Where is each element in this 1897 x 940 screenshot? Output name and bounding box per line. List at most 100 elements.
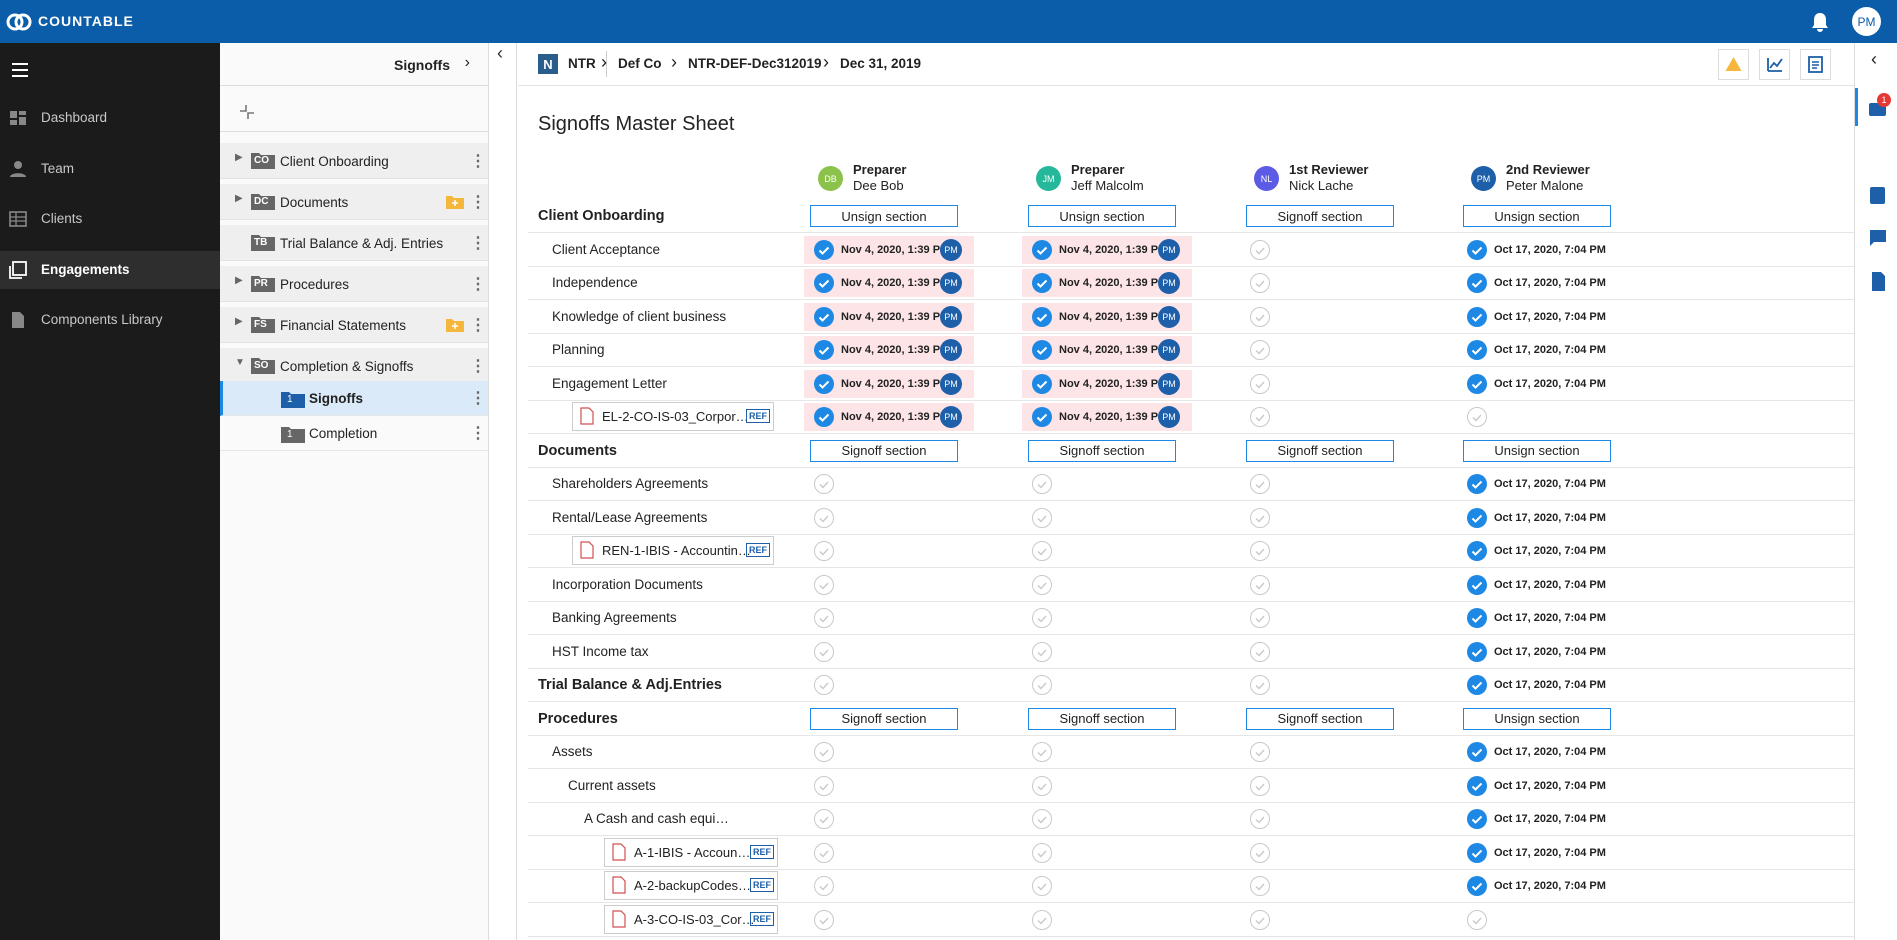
signed-check[interactable] — [1031, 306, 1053, 333]
breadcrumb-item[interactable]: NTR — [568, 56, 596, 71]
breadcrumb-item[interactable]: Def Co — [618, 56, 662, 71]
warning-button[interactable] — [1718, 49, 1749, 80]
unsigned-check[interactable] — [1249, 574, 1271, 601]
tree-child-row[interactable] — [220, 416, 488, 451]
unsigned-check[interactable] — [1031, 540, 1053, 567]
unsigned-check[interactable] — [813, 473, 835, 500]
file-name[interactable]: EL-2-CO-IS-03_Corpor… — [602, 409, 749, 424]
breadcrumb-item[interactable]: Dec 31, 2019 — [840, 56, 922, 71]
signed-check[interactable] — [1466, 373, 1488, 400]
unsigned-check[interactable] — [813, 875, 835, 902]
section-button[interactable]: Signoff section — [1246, 205, 1394, 227]
breadcrumb-item[interactable]: NTR-DEF-Dec312019 — [688, 56, 822, 71]
menu-icon[interactable] — [10, 61, 32, 79]
tree-label[interactable]: Trial Balance & Adj. Entries — [280, 236, 444, 251]
signed-check[interactable] — [1031, 239, 1053, 266]
more-menu[interactable]: ⋮ — [470, 153, 486, 170]
unsigned-check[interactable] — [1249, 741, 1271, 768]
tree-label[interactable]: Financial Statements — [280, 318, 407, 333]
file-name[interactable]: A-1-IBIS - Accoun… — [634, 844, 751, 860]
signed-check[interactable] — [1466, 306, 1488, 333]
section-button[interactable]: Unsign section — [810, 205, 958, 227]
expand-arrow[interactable]: ▼ — [235, 357, 245, 368]
unsigned-check[interactable] — [1031, 842, 1053, 869]
unsigned-check[interactable] — [1249, 507, 1271, 534]
add-folder[interactable] — [445, 317, 465, 338]
tree-label[interactable]: Procedures — [280, 277, 350, 292]
section-button[interactable]: Signoff section — [810, 707, 958, 730]
unsigned-check[interactable] — [1249, 540, 1271, 567]
section-button[interactable]: Unsign section — [1028, 205, 1176, 227]
signed-check[interactable] — [1466, 473, 1488, 500]
chart-button[interactable] — [1759, 49, 1790, 80]
signed-check[interactable] — [1466, 272, 1488, 299]
unsigned-check[interactable] — [813, 607, 835, 634]
signed-check[interactable] — [1031, 406, 1053, 433]
expand-arrow[interactable]: ▶ — [235, 193, 243, 204]
bell[interactable] — [1810, 11, 1830, 33]
unsigned-check[interactable] — [1249, 808, 1271, 835]
tree-label[interactable]: Completion & Signoffs — [280, 359, 414, 374]
chevron[interactable]: ‹ — [1871, 49, 1877, 69]
file-name[interactable]: REN-1-IBIS - Accountin… — [602, 543, 751, 558]
signed-check[interactable] — [1466, 641, 1488, 668]
unsigned-check[interactable] — [813, 842, 835, 869]
file-chip[interactable] — [604, 871, 778, 900]
nav-item[interactable]: Components Library — [41, 312, 163, 327]
unsigned-check[interactable] — [1249, 909, 1271, 936]
unsigned-check[interactable] — [1031, 909, 1053, 936]
unsigned-check[interactable] — [813, 540, 835, 567]
collapse-icon[interactable] — [238, 103, 256, 121]
nav-icon[interactable] — [8, 209, 28, 234]
unsigned-check[interactable] — [813, 808, 835, 835]
signed-check[interactable] — [1466, 775, 1488, 802]
comment-icon[interactable] — [1867, 227, 1889, 249]
unsigned-check[interactable] — [1249, 775, 1271, 802]
signed-check[interactable] — [1466, 607, 1488, 634]
signed-check[interactable] — [1031, 272, 1053, 299]
nav-item[interactable]: Dashboard — [41, 110, 108, 125]
more-menu[interactable]: ⋮ — [470, 194, 486, 211]
unsigned-check[interactable] — [1249, 272, 1271, 299]
unsigned-check[interactable] — [1031, 507, 1053, 534]
tree-label[interactable]: Documents — [280, 195, 349, 210]
unsigned-check[interactable] — [1466, 406, 1488, 433]
nav-icon[interactable] — [8, 108, 28, 133]
unsigned-check[interactable] — [1249, 641, 1271, 668]
unsigned-check[interactable] — [1031, 808, 1053, 835]
file-chip[interactable] — [572, 536, 774, 565]
file-name[interactable]: A-2-backupCodes… — [634, 878, 752, 893]
unsigned-check[interactable] — [1249, 842, 1271, 869]
file-icon[interactable] — [1867, 270, 1889, 292]
unsigned-check[interactable] — [1249, 607, 1271, 634]
unsigned-check[interactable] — [813, 741, 835, 768]
add-folder[interactable] — [445, 194, 465, 215]
nav-icon[interactable] — [8, 159, 28, 184]
more-menu[interactable]: ⋮ — [470, 425, 486, 442]
unsigned-check[interactable] — [813, 641, 835, 668]
section-button[interactable]: Unsign section — [1463, 707, 1611, 730]
more-menu[interactable]: ⋮ — [470, 390, 486, 407]
signed-check[interactable] — [1466, 741, 1488, 768]
section-button[interactable]: Signoff section — [1028, 707, 1176, 730]
tree-label[interactable]: Client Onboarding — [280, 154, 389, 169]
report-button[interactable] — [1800, 49, 1831, 80]
section-button[interactable]: Unsign section — [1463, 439, 1611, 462]
signed-check[interactable] — [1466, 808, 1488, 835]
unsigned-check[interactable] — [1031, 875, 1053, 902]
nav-item[interactable]: Team — [41, 160, 75, 176]
section-button[interactable]: Signoff section — [810, 439, 958, 462]
unsigned-check[interactable] — [813, 574, 835, 601]
section-button[interactable]: Unsign section — [1463, 205, 1611, 227]
unsigned-check[interactable] — [1249, 875, 1271, 902]
signed-check[interactable] — [1466, 674, 1488, 701]
chevron[interactable]: ‹ — [497, 43, 503, 63]
unsigned-check[interactable] — [1249, 373, 1271, 400]
expand-arrow[interactable]: ▶ — [235, 275, 243, 286]
unsigned-check[interactable] — [1031, 641, 1053, 668]
unsigned-check[interactable] — [1031, 674, 1053, 701]
signed-check[interactable] — [1466, 239, 1488, 266]
signed-check[interactable] — [1466, 339, 1488, 366]
signed-check[interactable] — [1466, 574, 1488, 601]
signed-check[interactable] — [1466, 507, 1488, 534]
